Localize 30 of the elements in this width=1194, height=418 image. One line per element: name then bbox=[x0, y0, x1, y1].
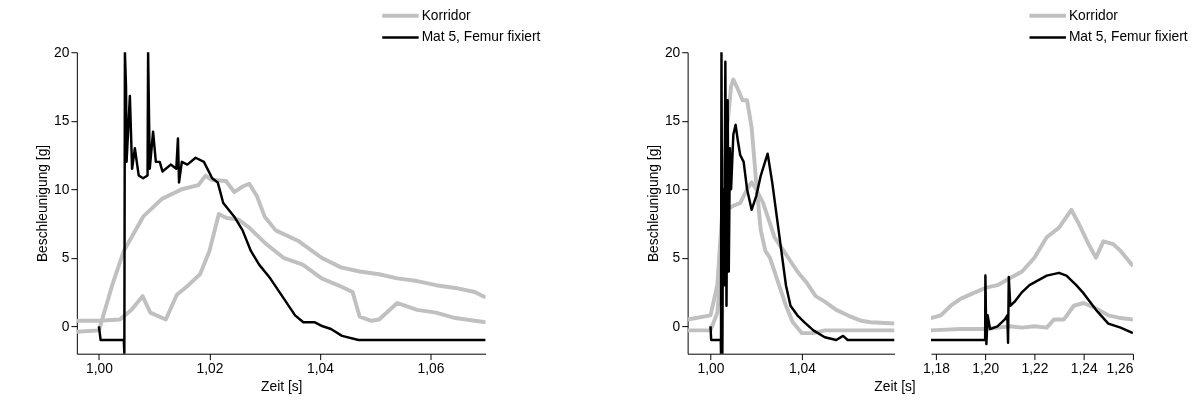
y-axis-title: Beschleunigung [g] bbox=[646, 144, 662, 263]
y-tick-label: 0 bbox=[672, 318, 681, 334]
y-tick-label: 10 bbox=[664, 181, 681, 197]
y-tick-label: 5 bbox=[61, 250, 70, 266]
y-tick-label: 15 bbox=[664, 113, 681, 129]
x-tick-label: 1,06 bbox=[417, 360, 445, 376]
x-tick-label: 1,00 bbox=[697, 360, 725, 376]
x-tick-label: 1,18 bbox=[922, 360, 951, 376]
y-tick-label: 20 bbox=[54, 44, 70, 60]
x-tick-label: 1,26 bbox=[1106, 360, 1134, 376]
x-axis-title: Zeit [s] bbox=[261, 378, 303, 394]
x-tick-label: 1,02 bbox=[196, 360, 224, 376]
y-tick-label: 10 bbox=[54, 181, 70, 197]
y-tick-label: 5 bbox=[672, 250, 681, 266]
x-tick-label: 1,22 bbox=[1021, 360, 1049, 376]
x-tick-label: 1,20 bbox=[972, 360, 1000, 376]
y-tick-label: 0 bbox=[61, 318, 70, 334]
x-tick-label: 1,04 bbox=[789, 360, 817, 376]
x-tick-label: 1,24 bbox=[1070, 360, 1098, 376]
legend-label: Mat 5, Femur fixiert bbox=[421, 29, 541, 45]
x-tick-label: 1,00 bbox=[86, 360, 114, 376]
legend-label: Korridor bbox=[421, 7, 472, 23]
legend-label: Korridor bbox=[1068, 7, 1119, 23]
x-axis-title: Zeit [s] bbox=[874, 378, 916, 394]
y-axis-title: Beschleunigung [g] bbox=[35, 144, 51, 263]
x-tick-label: 1,04 bbox=[307, 360, 335, 376]
y-tick-label: 15 bbox=[54, 113, 70, 129]
legend-label: Mat 5, Femur fixiert bbox=[1068, 29, 1188, 45]
y-tick-label: 20 bbox=[664, 44, 681, 60]
line-series bbox=[76, 173, 486, 334]
